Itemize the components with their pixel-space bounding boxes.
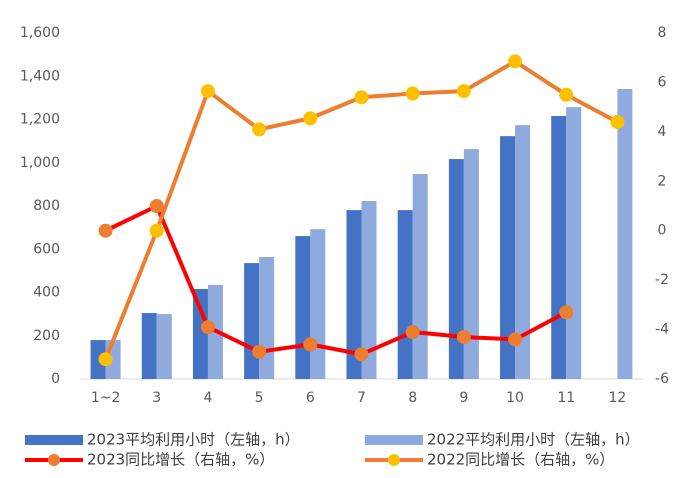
bar <box>295 236 311 379</box>
y-tick-label: 400 <box>33 285 60 301</box>
y2-tick-label: -6 <box>655 371 669 387</box>
legend: 2023平均利用小时（左轴，h） 2022平均利用小时（左轴，h） 2023同比增长… <box>25 431 640 469</box>
bar <box>515 125 531 379</box>
legend-label: 2022同比增长（右轴，%） <box>427 451 614 469</box>
y-tick-label: 1,400 <box>20 68 60 84</box>
x-tick-label: 4 <box>203 390 212 406</box>
y-tick-label: 1,600 <box>20 25 60 41</box>
legend-swatch <box>388 454 400 466</box>
bar <box>463 149 479 379</box>
legend-swatch <box>365 435 423 445</box>
x-tick-label: 1~2 <box>91 390 121 406</box>
bar <box>310 229 326 379</box>
x-tick-label: 6 <box>306 390 315 406</box>
marker <box>303 111 318 126</box>
x-tick-label: 8 <box>408 390 417 406</box>
legend-swatch <box>48 454 60 466</box>
marker <box>456 329 471 344</box>
bar <box>500 136 516 379</box>
x-tick-label: 10 <box>506 390 524 406</box>
marker <box>149 199 164 213</box>
x-tick-label: 7 <box>357 390 366 406</box>
y2-tick-label: 6 <box>658 74 667 90</box>
marker <box>405 325 420 340</box>
marker <box>98 352 113 367</box>
legend-swatch <box>25 435 83 445</box>
marker <box>149 223 164 238</box>
y-tick-label: 800 <box>33 198 60 214</box>
y-tick-label: 600 <box>33 241 60 257</box>
marker <box>405 86 420 101</box>
y-tick-label: 0 <box>51 371 60 387</box>
bar <box>141 313 157 379</box>
bar <box>551 116 567 379</box>
marker <box>610 114 625 129</box>
marker <box>559 87 574 102</box>
legend-label: 2023平均利用小时（左轴，h） <box>87 431 300 449</box>
legend-label: 2022平均利用小时（左轴，h） <box>427 431 640 449</box>
bar <box>617 89 633 379</box>
marker <box>303 337 318 352</box>
y-tick-label: 200 <box>33 328 60 344</box>
x-tick-label: 3 <box>152 390 161 406</box>
y2-tick-label: 0 <box>658 223 667 239</box>
marker <box>252 344 267 359</box>
y2-tick-label: 4 <box>658 124 667 140</box>
bar <box>412 173 428 379</box>
bar <box>156 314 172 379</box>
bar <box>192 289 208 379</box>
x-tick-label: 5 <box>255 390 264 406</box>
marker <box>200 84 215 99</box>
x-tick-label: 11 <box>557 390 575 406</box>
bar <box>244 263 260 379</box>
marker <box>354 90 369 105</box>
y-tick-label: 1,000 <box>20 155 60 171</box>
marker <box>354 347 369 362</box>
bar <box>90 340 106 379</box>
y2-tick-label: 8 <box>658 25 667 41</box>
y-tick-label: 1,200 <box>20 112 60 128</box>
y2-tick-label: 2 <box>658 173 667 189</box>
bar <box>397 210 413 379</box>
y2-tick-label: -2 <box>655 272 669 288</box>
marker <box>200 320 215 335</box>
bar <box>361 201 377 379</box>
marker <box>508 332 523 347</box>
marker <box>456 84 471 99</box>
x-tick-label: 9 <box>459 390 468 406</box>
bar <box>346 210 362 379</box>
legend-label: 2023同比增长（右轴，%） <box>87 451 274 469</box>
x-tick-label: 12 <box>608 390 626 406</box>
y2-tick-label: -4 <box>655 322 669 338</box>
bar <box>448 159 464 379</box>
bar <box>259 257 275 379</box>
marker <box>559 305 574 320</box>
line <box>104 204 568 357</box>
marker <box>252 122 267 137</box>
bar <box>566 107 582 379</box>
marker <box>98 223 113 238</box>
marker <box>508 54 523 69</box>
